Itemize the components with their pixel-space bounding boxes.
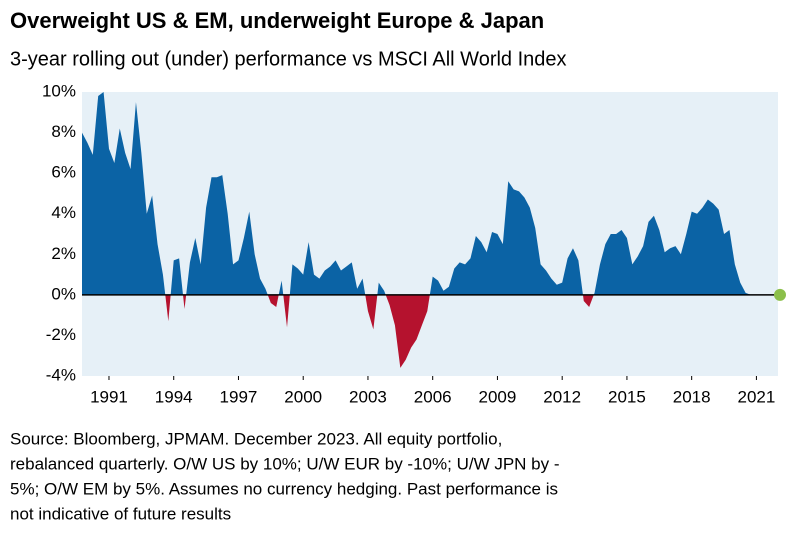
end-marker xyxy=(774,288,786,301)
footnote: rebalanced quarterly. O/W US by 10%; U/W… xyxy=(10,454,560,473)
footnote: not indicative of future results xyxy=(10,504,231,523)
chart-title: Overweight US & EM, underweight Europe &… xyxy=(10,8,544,33)
y-tick-label: 0% xyxy=(51,284,76,303)
x-tick-label: 2015 xyxy=(608,387,646,406)
y-tick-label: 8% xyxy=(51,122,76,141)
footnote: Source: Bloomberg, JPMAM. December 2023.… xyxy=(10,429,502,448)
x-tick-label: 1997 xyxy=(220,387,258,406)
x-tick-label: 2018 xyxy=(673,387,711,406)
x-tick-label: 2000 xyxy=(284,387,322,406)
y-tick-label: 6% xyxy=(51,163,76,182)
y-tick-label: 4% xyxy=(51,203,76,222)
chart-subtitle: 3-year rolling out (under) performance v… xyxy=(10,48,567,70)
x-tick-label: 2021 xyxy=(738,387,776,406)
x-tick-label: 2009 xyxy=(479,387,517,406)
y-tick-label: 10% xyxy=(42,81,76,100)
x-tick-label: 2012 xyxy=(543,387,581,406)
y-tick-label: -2% xyxy=(46,325,76,344)
x-tick-label: 2006 xyxy=(414,387,452,406)
footnote: 5%; O/W EM by 5%. Assumes no currency he… xyxy=(10,479,558,498)
y-tick-label: -4% xyxy=(46,365,76,384)
x-tick-label: 1994 xyxy=(155,387,193,406)
x-tick-label: 1991 xyxy=(90,387,128,406)
plot-background xyxy=(82,92,778,376)
x-tick-label: 2003 xyxy=(349,387,387,406)
y-tick-label: 2% xyxy=(51,244,76,263)
area-positive xyxy=(82,92,752,295)
